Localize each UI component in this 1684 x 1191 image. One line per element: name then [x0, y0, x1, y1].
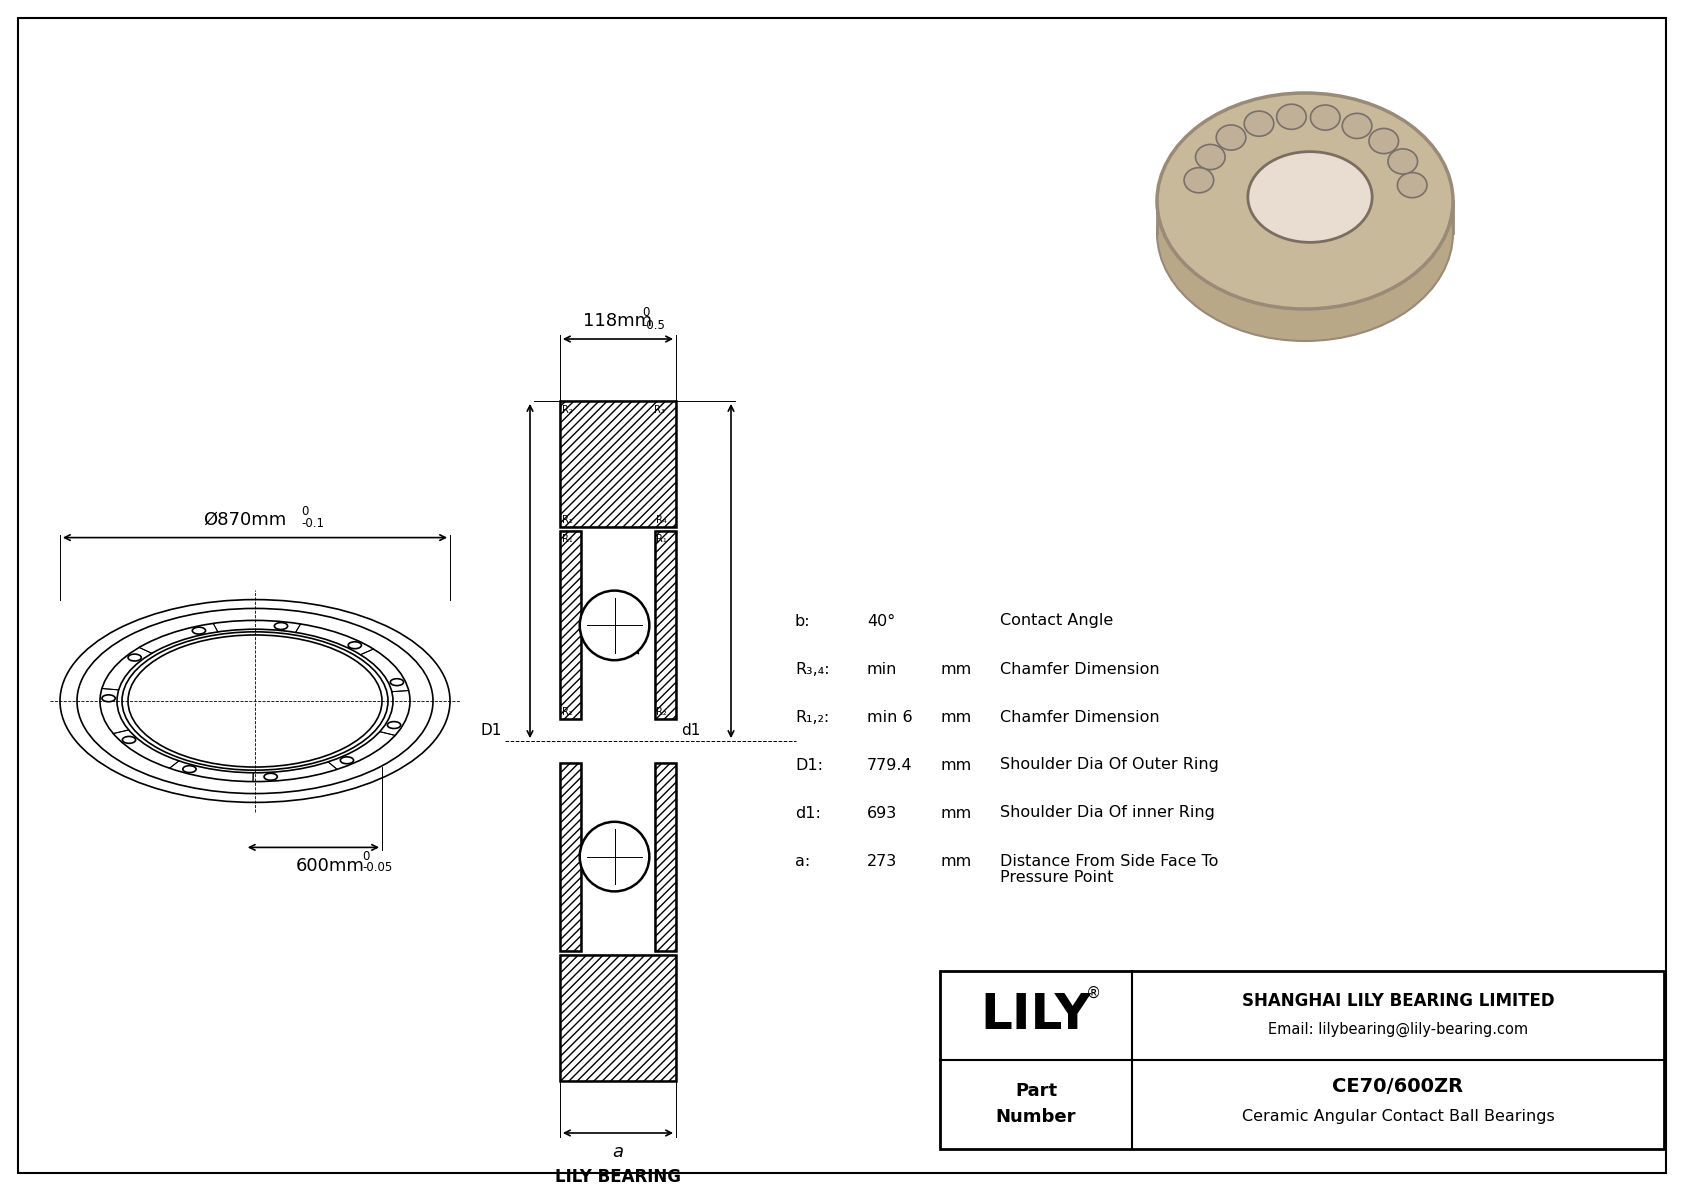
Text: SHANGHAI LILY BEARING LIMITED: SHANGHAI LILY BEARING LIMITED — [1241, 992, 1554, 1010]
Text: b: b — [620, 623, 638, 654]
Ellipse shape — [1342, 113, 1372, 138]
Text: 118mm: 118mm — [583, 312, 653, 330]
Ellipse shape — [349, 642, 362, 649]
Text: Shoulder Dia Of inner Ring: Shoulder Dia Of inner Ring — [1000, 805, 1214, 821]
Text: mm: mm — [940, 710, 972, 724]
Circle shape — [579, 591, 650, 660]
Bar — [561, 531, 581, 719]
Ellipse shape — [1196, 144, 1226, 169]
Text: R₁: R₁ — [562, 534, 573, 544]
Ellipse shape — [123, 736, 136, 743]
Bar — [561, 531, 581, 719]
Text: mm: mm — [940, 661, 972, 676]
Ellipse shape — [1157, 125, 1453, 341]
Bar — [561, 762, 581, 952]
Ellipse shape — [1157, 93, 1453, 308]
Text: Chamfer Dimension: Chamfer Dimension — [1000, 710, 1160, 724]
Ellipse shape — [103, 694, 115, 701]
Circle shape — [579, 822, 650, 891]
Text: Email: lilybearing@lily-bearing.com: Email: lilybearing@lily-bearing.com — [1268, 1022, 1527, 1036]
Text: R₁,₂:: R₁,₂: — [795, 710, 829, 724]
Ellipse shape — [192, 628, 205, 634]
Text: 693: 693 — [867, 805, 898, 821]
Bar — [940, 971, 1664, 1149]
Text: LILY: LILY — [980, 991, 1091, 1039]
Bar — [655, 531, 675, 719]
Ellipse shape — [1276, 104, 1307, 130]
Text: R₃,₄:: R₃,₄: — [795, 661, 830, 676]
Text: Contact Angle: Contact Angle — [1000, 613, 1113, 629]
Text: Chamfer Dimension: Chamfer Dimension — [1000, 661, 1160, 676]
Text: mm: mm — [940, 805, 972, 821]
Text: D1:: D1: — [795, 757, 823, 773]
Text: 273: 273 — [867, 854, 898, 868]
Text: Distance From Side Face To: Distance From Side Face To — [1000, 854, 1219, 868]
Text: 779.4: 779.4 — [867, 757, 913, 773]
Text: 0: 0 — [642, 306, 650, 319]
Text: R₃: R₃ — [653, 405, 665, 414]
Text: a:: a: — [795, 854, 810, 868]
Text: min 6: min 6 — [867, 710, 913, 724]
Ellipse shape — [1248, 151, 1372, 242]
Text: 40°: 40° — [867, 613, 896, 629]
Text: d1: d1 — [680, 723, 701, 738]
Text: -0.5: -0.5 — [642, 319, 665, 332]
Ellipse shape — [184, 766, 195, 773]
Bar — [561, 401, 675, 526]
Ellipse shape — [1244, 111, 1273, 136]
Text: b:: b: — [795, 613, 810, 629]
Text: -0.05: -0.05 — [362, 861, 392, 874]
Text: a: a — [613, 1143, 623, 1161]
Text: R₂: R₂ — [562, 707, 573, 717]
Ellipse shape — [387, 722, 401, 729]
Text: 0: 0 — [362, 850, 370, 863]
Text: d1:: d1: — [795, 805, 820, 821]
Ellipse shape — [1388, 149, 1418, 174]
Bar — [655, 531, 675, 719]
Text: R₂: R₂ — [657, 707, 667, 717]
Bar — [561, 955, 675, 1081]
Text: Part
Number: Part Number — [995, 1083, 1076, 1125]
Ellipse shape — [128, 654, 141, 661]
Bar — [561, 401, 675, 526]
Ellipse shape — [1369, 129, 1398, 154]
Text: LILY BEARING: LILY BEARING — [556, 1168, 680, 1186]
Text: Shoulder Dia Of Outer Ring: Shoulder Dia Of Outer Ring — [1000, 757, 1219, 773]
Ellipse shape — [1184, 168, 1214, 193]
Ellipse shape — [340, 756, 354, 763]
Text: D1: D1 — [480, 723, 502, 738]
Ellipse shape — [391, 679, 404, 686]
Ellipse shape — [264, 773, 278, 780]
Text: Pressure Point: Pressure Point — [1000, 869, 1113, 885]
Text: Ø870mm: Ø870mm — [204, 511, 286, 529]
Text: Ceramic Angular Contact Ball Bearings: Ceramic Angular Contact Ball Bearings — [1241, 1109, 1554, 1123]
Text: mm: mm — [940, 854, 972, 868]
Text: R₄: R₄ — [657, 515, 667, 525]
Text: CE70/600ZR: CE70/600ZR — [1332, 1077, 1463, 1096]
Text: 0: 0 — [301, 505, 308, 518]
Text: R₁: R₁ — [657, 534, 667, 544]
Text: min: min — [867, 661, 898, 676]
Bar — [655, 762, 675, 952]
Ellipse shape — [1216, 125, 1246, 150]
Text: 600mm: 600mm — [296, 858, 365, 875]
Text: -0.1: -0.1 — [301, 517, 323, 530]
Ellipse shape — [1310, 105, 1340, 130]
Text: R₂: R₂ — [562, 405, 573, 414]
Text: R₁: R₁ — [562, 515, 573, 525]
Ellipse shape — [1398, 173, 1426, 198]
Bar — [561, 955, 675, 1081]
Bar — [655, 762, 675, 952]
Ellipse shape — [274, 623, 288, 630]
Text: ®: ® — [1086, 985, 1101, 1000]
Bar — [561, 762, 581, 952]
Text: mm: mm — [940, 757, 972, 773]
